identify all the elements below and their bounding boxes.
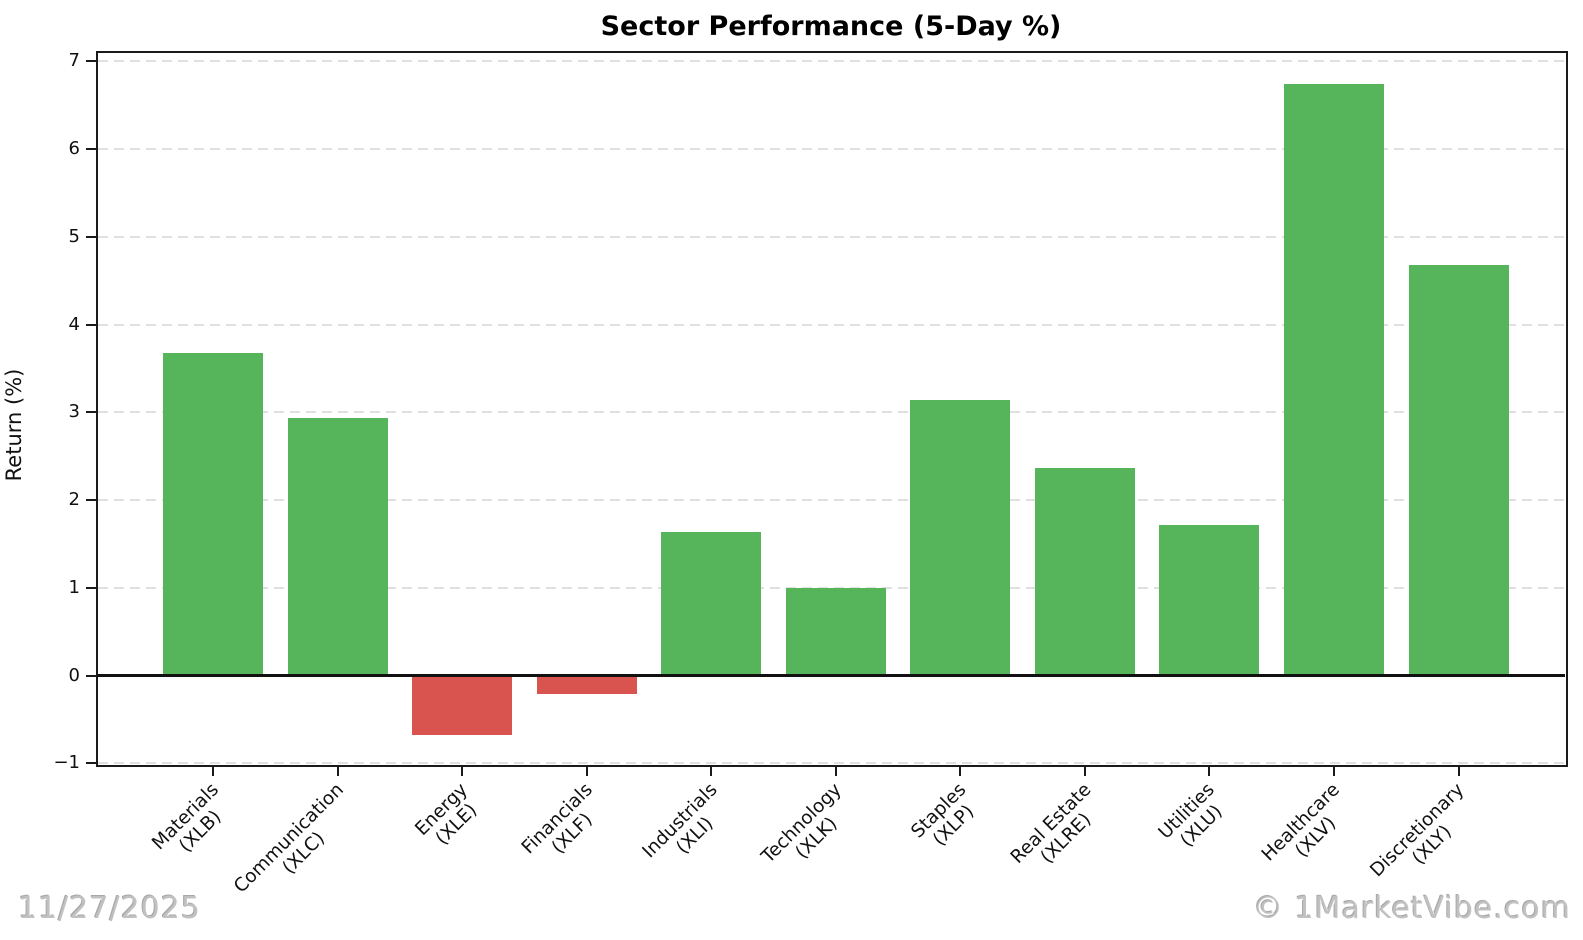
x-tick-label: Discretionary (XLY) [1366,779,1483,896]
gridline-y5 [98,236,1565,238]
bar-xlc [288,418,388,676]
x-tick-label: Technology (XLK) [758,779,862,883]
x-tick-label: Real Estate (XLRE) [1007,779,1110,883]
bar-xlb [163,353,263,676]
y-tick-mark [86,60,96,62]
zero-line [98,674,1565,677]
y-tick-label: 2 [68,489,80,510]
y-tick-label: −1 [53,752,80,773]
y-tick-label: 0 [68,665,80,686]
y-tick-mark [86,762,96,764]
x-tick-label: Materials (XLB) [148,779,238,869]
y-tick-label: 5 [68,226,80,247]
gridline-y4 [98,324,1565,326]
y-tick-label: 4 [68,314,80,335]
x-tick-mark [1084,767,1086,776]
x-tick-mark [212,767,214,776]
gridline-y3 [98,411,1565,413]
x-tick-mark [461,767,463,776]
x-tick-mark [710,767,712,776]
x-tick-label: Energy (XLE) [411,779,487,855]
bar-xlu [1159,525,1259,675]
bar-xlp [910,400,1010,676]
x-tick-mark [1458,767,1460,776]
y-tick-mark [86,499,96,501]
bar-xly [1409,265,1509,676]
x-tick-label: Industrials (XLI) [638,779,736,877]
x-tick-label: Communication (XLC) [230,779,363,912]
y-tick-label: 7 [68,50,80,71]
x-tick-mark [959,767,961,776]
gridline-y6 [98,148,1565,150]
watermark-date: 11/27/2025 [18,891,201,926]
bar-xlv [1284,84,1384,675]
y-tick-mark [86,324,96,326]
bar-xlre [1035,468,1135,676]
y-tick-mark [86,411,96,413]
y-tick-label: 3 [68,401,80,422]
y-tick-mark [86,148,96,150]
x-tick-label: Healthcare (XLV) [1258,779,1360,881]
bar-xli [661,532,761,675]
y-tick-mark [86,587,96,589]
gridline-y-1 [98,762,1565,764]
gridline-y7 [98,60,1565,62]
chart-title: Sector Performance (5-Day %) [600,11,1062,42]
y-tick-label: 6 [68,138,80,159]
x-tick-label: Staples (XLP) [907,779,986,858]
x-tick-mark [1333,767,1335,776]
bar-xle [412,676,512,735]
x-tick-label: Financials (XLF) [518,779,612,873]
x-tick-mark [586,767,588,776]
gridline-y2 [98,499,1565,501]
x-tick-mark [1208,767,1210,776]
x-tick-mark [337,767,339,776]
x-tick-label: Utilities (XLU) [1155,779,1235,859]
y-tick-label: 1 [68,577,80,598]
y-tick-mark [86,236,96,238]
x-tick-mark [835,767,837,776]
bar-xlk [786,588,886,676]
y-tick-mark [86,675,96,677]
watermark-brand: © 1MarketVibe.com [1252,891,1571,926]
bar-xlf [537,676,637,694]
